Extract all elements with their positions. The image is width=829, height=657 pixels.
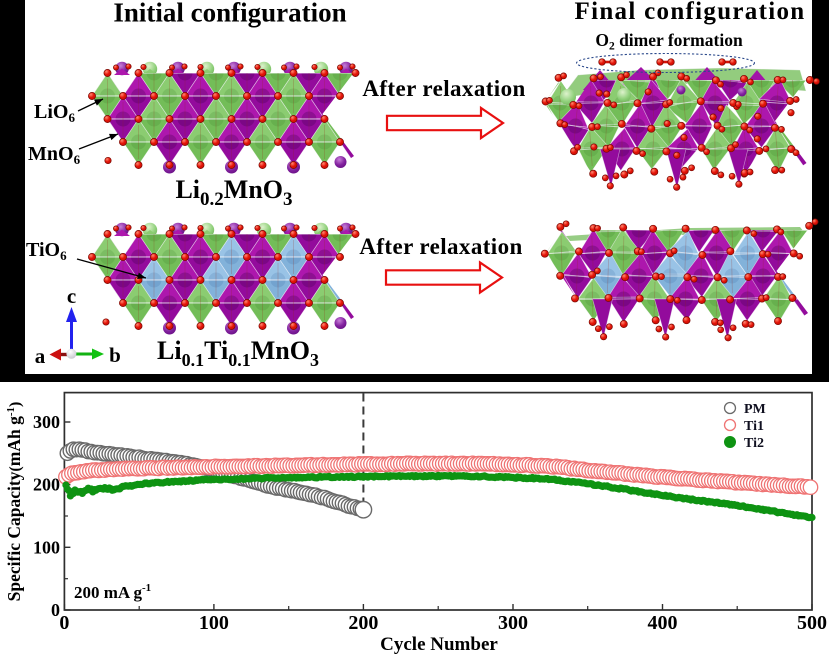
- svg-text:After relaxation: After relaxation: [359, 234, 522, 259]
- svg-text:200: 200: [348, 612, 378, 634]
- svg-text:O2 dimer formation: O2 dimer formation: [595, 30, 743, 53]
- svg-text:300: 300: [498, 612, 528, 634]
- svg-text:Cycle Number: Cycle Number: [380, 634, 498, 655]
- svg-text:LiO6: LiO6: [34, 101, 75, 125]
- svg-text:Ti2: Ti2: [744, 436, 764, 451]
- svg-text:0: 0: [51, 600, 60, 620]
- svg-text:Ti1: Ti1: [744, 419, 764, 434]
- svg-text:c: c: [67, 284, 76, 308]
- svg-text:b: b: [109, 343, 121, 367]
- svg-text:PM: PM: [744, 402, 766, 417]
- svg-text:After relaxation: After relaxation: [362, 76, 525, 101]
- svg-text:100: 100: [33, 537, 60, 557]
- svg-text:100: 100: [199, 612, 229, 634]
- svg-text:Initial configuration: Initial configuration: [113, 0, 346, 28]
- svg-text:0: 0: [59, 612, 69, 634]
- svg-text:500: 500: [797, 612, 827, 634]
- svg-text:400: 400: [648, 612, 678, 634]
- svg-text:200: 200: [33, 475, 60, 495]
- svg-text:Final configuration: Final configuration: [575, 0, 806, 25]
- svg-text:MnO6: MnO6: [28, 143, 81, 167]
- svg-text:300: 300: [33, 412, 60, 432]
- svg-text:200 mA g-1: 200 mA g-1: [74, 582, 151, 602]
- svg-text:a: a: [35, 344, 46, 368]
- svg-text:Specific Capacity(mAh g-1): Specific Capacity(mAh g-1): [4, 402, 24, 602]
